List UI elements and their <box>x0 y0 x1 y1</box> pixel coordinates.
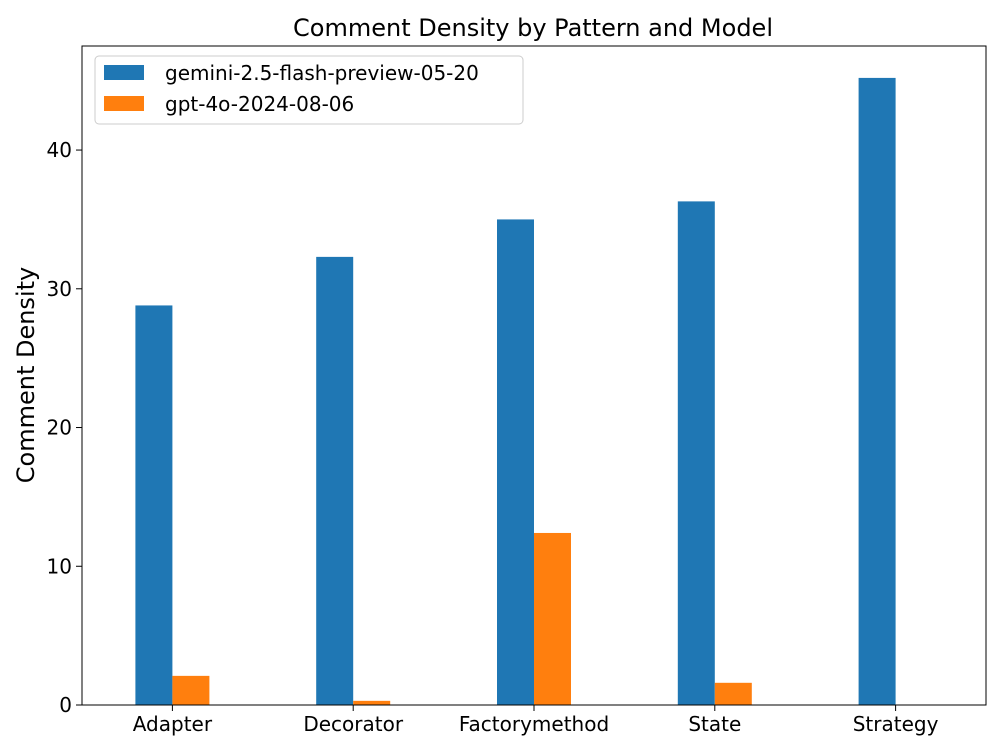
y-tick-label: 10 <box>47 554 72 578</box>
legend-box <box>94 55 524 125</box>
y-tick-label: 40 <box>47 138 72 162</box>
x-tick-label-adapter: Adapter <box>133 712 213 736</box>
legend-label-gemini-2-5-flash-preview-05-20: gemini-2.5-flash-preview-05-20 <box>165 61 479 85</box>
bar-gemini-2-5-flash-preview-05-20-adapter <box>135 305 173 705</box>
bars-layer <box>135 77 896 706</box>
legend-swatch-gpt-4o-2024-08-06 <box>104 96 144 111</box>
bar-gpt-4o-2024-08-06-factorymethod <box>534 532 571 705</box>
bar-gemini-2-5-flash-preview-05-20-factorymethod <box>497 219 534 705</box>
bar-gemini-2-5-flash-preview-05-20-decorator <box>316 256 354 705</box>
bar-gpt-4o-2024-08-06-decorator <box>353 700 391 705</box>
chart-title: Comment Density by Pattern and Model <box>293 14 773 42</box>
y-tick-label: 0 <box>59 693 72 717</box>
legend-swatch-gemini-2-5-flash-preview-05-20 <box>104 65 144 80</box>
x-tick-label-strategy: Strategy <box>853 712 939 736</box>
x-tick-label-factorymethod: Factorymethod <box>459 712 609 736</box>
x-tick-label-state: State <box>688 712 741 736</box>
legend-label-gpt-4o-2024-08-06: gpt-4o-2024-08-06 <box>165 92 354 116</box>
y-tick-label: 20 <box>47 416 72 440</box>
legend: gemini-2.5-flash-preview-05-20 gpt-4o-202… <box>94 55 524 125</box>
y-tick-label: 30 <box>47 277 72 301</box>
x-tick-label-decorator: Decorator <box>303 712 403 736</box>
y-axis-label: Comment Density <box>12 267 40 483</box>
axes-layer: 0 10 20 30 40 Adapter Decorator Factorymethod St… <box>47 45 987 736</box>
bar-gemini-2-5-flash-preview-05-20-state <box>677 201 715 706</box>
bar-gemini-2-5-flash-preview-05-20-strategy <box>858 77 896 705</box>
bar-gpt-4o-2024-08-06-state <box>714 682 752 705</box>
bar-gpt-4o-2024-08-06-adapter <box>172 675 210 705</box>
